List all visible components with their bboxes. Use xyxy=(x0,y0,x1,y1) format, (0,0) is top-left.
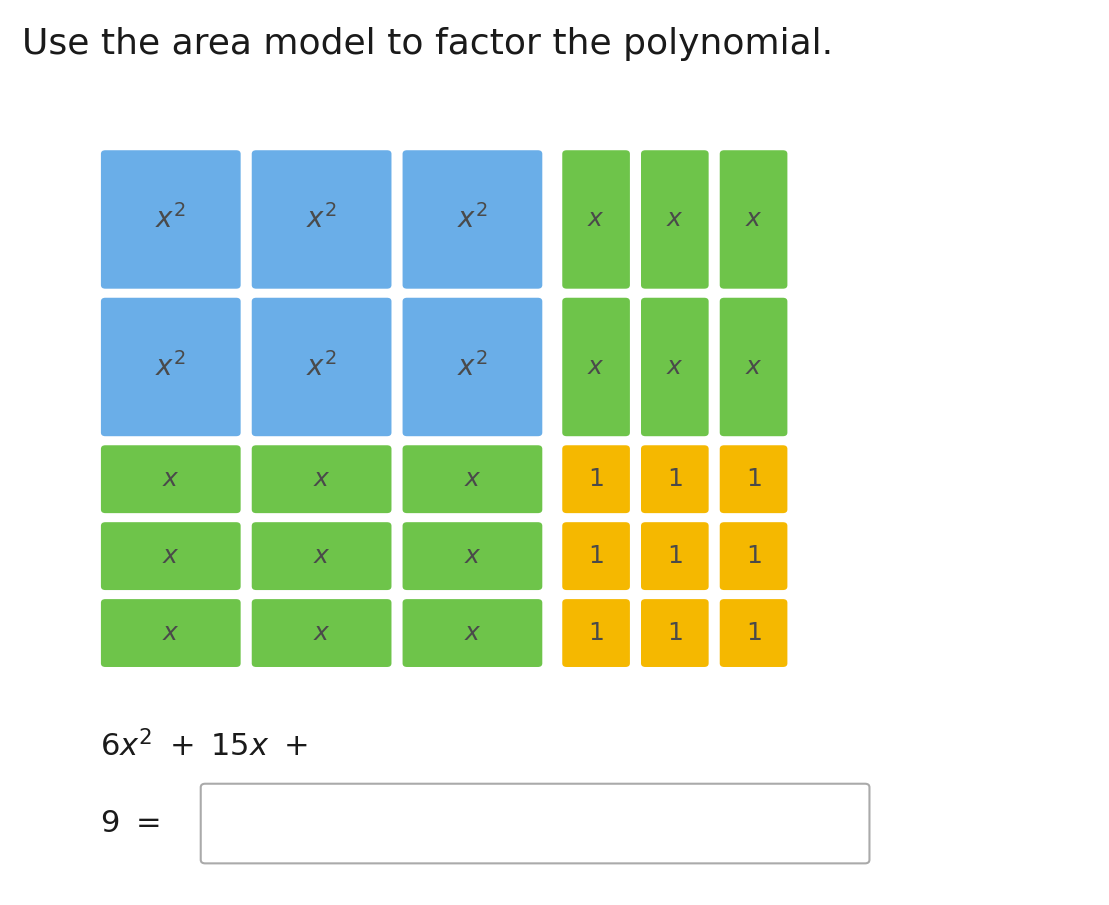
FancyBboxPatch shape xyxy=(641,445,709,513)
Text: Use the area model to factor the polynomial.: Use the area model to factor the polynom… xyxy=(22,27,833,62)
Text: $x$: $x$ xyxy=(162,621,180,645)
Text: $x$: $x$ xyxy=(745,207,762,232)
FancyBboxPatch shape xyxy=(641,150,709,289)
FancyBboxPatch shape xyxy=(720,445,787,513)
FancyBboxPatch shape xyxy=(403,522,542,590)
FancyBboxPatch shape xyxy=(101,150,241,289)
Text: $1$: $1$ xyxy=(667,621,683,645)
FancyBboxPatch shape xyxy=(101,522,241,590)
Text: $x$: $x$ xyxy=(464,544,481,568)
FancyBboxPatch shape xyxy=(252,599,391,667)
FancyBboxPatch shape xyxy=(720,298,787,436)
Text: $1$: $1$ xyxy=(667,544,683,568)
FancyBboxPatch shape xyxy=(201,784,869,863)
FancyBboxPatch shape xyxy=(252,522,391,590)
Text: $x^2$: $x^2$ xyxy=(306,352,337,382)
FancyBboxPatch shape xyxy=(252,445,391,513)
Text: $1$: $1$ xyxy=(588,467,604,491)
FancyBboxPatch shape xyxy=(101,445,241,513)
FancyBboxPatch shape xyxy=(641,298,709,436)
FancyBboxPatch shape xyxy=(562,150,630,289)
FancyBboxPatch shape xyxy=(562,298,630,436)
Text: $x$: $x$ xyxy=(667,207,683,232)
FancyBboxPatch shape xyxy=(720,599,787,667)
Text: $x$: $x$ xyxy=(464,621,481,645)
FancyBboxPatch shape xyxy=(720,150,787,289)
Text: $1$: $1$ xyxy=(667,467,683,491)
FancyBboxPatch shape xyxy=(562,599,630,667)
FancyBboxPatch shape xyxy=(403,150,542,289)
FancyBboxPatch shape xyxy=(252,150,391,289)
Text: $x$: $x$ xyxy=(162,544,180,568)
Text: $1$: $1$ xyxy=(745,467,762,491)
Text: $x$: $x$ xyxy=(313,621,330,645)
FancyBboxPatch shape xyxy=(403,298,542,436)
Text: $x^2$: $x^2$ xyxy=(306,205,337,234)
FancyBboxPatch shape xyxy=(641,599,709,667)
Text: $1$: $1$ xyxy=(588,621,604,645)
FancyBboxPatch shape xyxy=(641,522,709,590)
FancyBboxPatch shape xyxy=(403,599,542,667)
Text: $x$: $x$ xyxy=(464,467,481,491)
FancyBboxPatch shape xyxy=(101,599,241,667)
FancyBboxPatch shape xyxy=(403,445,542,513)
Text: $x^2$: $x^2$ xyxy=(155,205,186,234)
Text: $1$: $1$ xyxy=(588,544,604,568)
Text: $x^2$: $x^2$ xyxy=(457,352,488,382)
Text: $x$: $x$ xyxy=(667,355,683,379)
Text: $6x^2\ +\ 15x\ +$: $6x^2\ +\ 15x\ +$ xyxy=(100,730,307,763)
FancyBboxPatch shape xyxy=(720,522,787,590)
Text: $x^2$: $x^2$ xyxy=(155,352,186,382)
Text: $9\ =$: $9\ =$ xyxy=(100,809,160,838)
Text: $x$: $x$ xyxy=(162,467,180,491)
FancyBboxPatch shape xyxy=(252,298,391,436)
FancyBboxPatch shape xyxy=(562,522,630,590)
Text: $x$: $x$ xyxy=(588,355,604,379)
FancyBboxPatch shape xyxy=(101,298,241,436)
FancyBboxPatch shape xyxy=(562,445,630,513)
Text: $x$: $x$ xyxy=(745,355,762,379)
Text: $1$: $1$ xyxy=(745,544,762,568)
Text: $x$: $x$ xyxy=(313,544,330,568)
Text: $x$: $x$ xyxy=(588,207,604,232)
Text: $x$: $x$ xyxy=(313,467,330,491)
Text: $1$: $1$ xyxy=(745,621,762,645)
Text: $x^2$: $x^2$ xyxy=(457,205,488,234)
